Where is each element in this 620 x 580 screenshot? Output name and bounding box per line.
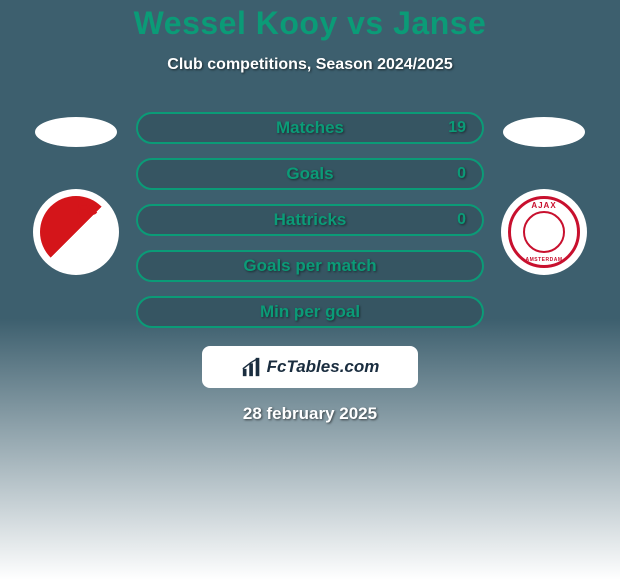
stat-label: Goals per match [243,256,376,276]
club-badge-left [33,189,119,275]
stat-label: Matches [276,118,344,138]
player-left-avatar [35,117,117,147]
page-title: Wessel Kooy vs Janse [0,5,620,42]
stat-label: Min per goal [260,302,360,322]
comparison-card: Wessel Kooy vs Janse Club competitions, … [0,0,620,445]
stat-label: Goals [286,164,333,184]
stat-bar-hattricks: Hattricks 0 [136,204,484,236]
stat-bar-goals-per-match: Goals per match [136,250,484,282]
bar-chart-icon [241,356,263,378]
stat-bar-matches: Matches 19 [136,112,484,144]
stat-value: 0 [457,165,466,183]
brand-text: FcTables.com [267,357,380,377]
stat-value: 0 [457,211,466,229]
brand-badge[interactable]: FcTables.com [202,346,418,388]
stats-column: Matches 19 Goals 0 Hattricks 0 Goals per… [136,112,484,328]
ajax-icon [508,196,580,268]
player-right-col [484,112,604,275]
stat-value: 19 [448,119,466,137]
stat-label: Hattricks [274,210,347,230]
fc-utrecht-icon [40,196,112,268]
stats-area: Matches 19 Goals 0 Hattricks 0 Goals per… [0,112,620,328]
stat-bar-goals: Goals 0 [136,158,484,190]
club-badge-right [501,189,587,275]
player-right-avatar [503,117,585,147]
date-text: 28 february 2025 [0,404,620,424]
player-left-col [16,112,136,275]
subtitle: Club competitions, Season 2024/2025 [0,56,620,74]
stat-bar-min-per-goal: Min per goal [136,296,484,328]
